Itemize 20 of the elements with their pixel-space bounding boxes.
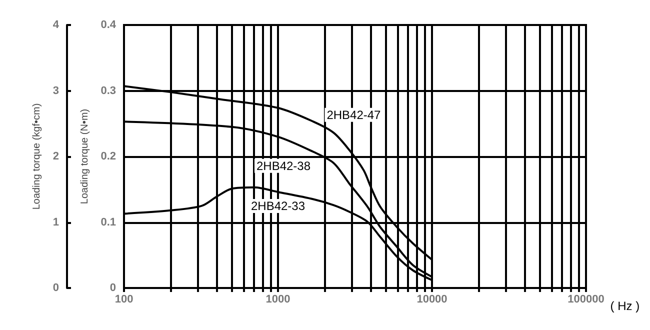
x-tick-label: 100000 [568,294,604,306]
series-label: 2HB42-33 [250,199,306,214]
x-tick-label: 100 [114,294,134,306]
y-tick-label: 0 [110,282,116,294]
series-label: 2HB42-38 [256,158,311,173]
x-tick-label: 1000 [266,294,290,306]
y-tick-label: 0.4 [100,19,117,31]
series-label: 2HB42-47 [326,108,382,122]
x-axis-title: ( Hz ) [610,299,640,313]
y2-tick-label: 4 [52,19,60,31]
y2-tick-label: 1 [52,216,59,228]
y2-tick-label: 2 [52,150,59,162]
x-tick-label: 10000 [416,294,448,306]
y-tick-label: 0.1 [100,216,116,228]
y-axis-title: Loading torque (N•m) [79,108,90,204]
y-tick-label: 0.3 [100,84,116,97]
y-tick-label: 0.2 [100,150,116,162]
y2-tick-label: 3 [52,84,59,97]
y2-tick-label: 0 [52,282,59,294]
y2-axis-title: Loading torque (kgf•cm) [31,103,42,210]
